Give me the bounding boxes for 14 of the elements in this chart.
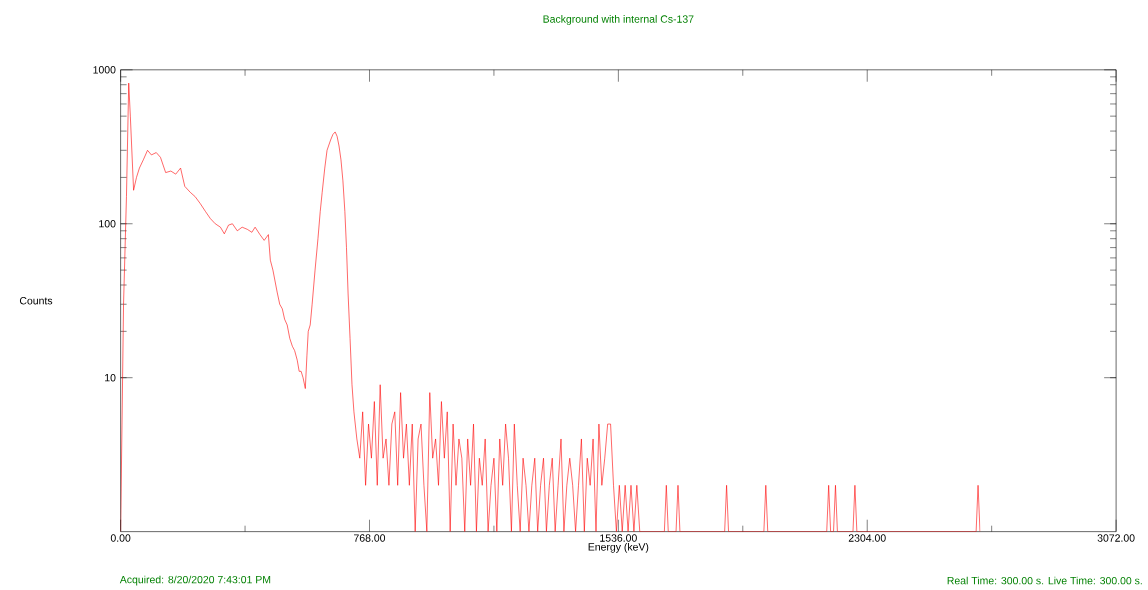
y-tick-label: 100 — [99, 219, 116, 228]
x-tick-label: 0.00 — [110, 534, 131, 542]
x-axis-title: Energy (keV) — [588, 542, 649, 553]
y-axis-title: Counts — [19, 296, 53, 305]
text: Acquired: 8/20/2020 7:43:01 PM — [119, 575, 271, 586]
x-tick-label: 1536.00 — [600, 534, 637, 542]
chart-title: Background with internal Cs-137 — [543, 14, 694, 25]
line-series — [120, 82, 981, 532]
y-tick-label: 1000 — [93, 65, 116, 74]
x-tick-label: 768.00 — [354, 534, 386, 542]
y-tick-label: 10 — [105, 373, 116, 382]
x-tick-label: 2304.00 — [848, 534, 886, 542]
text: Real Time: 300.00 s. Live Time: 300.00 s. — [947, 576, 1142, 585]
x-tick-label: 3072.00 — [1097, 534, 1135, 542]
